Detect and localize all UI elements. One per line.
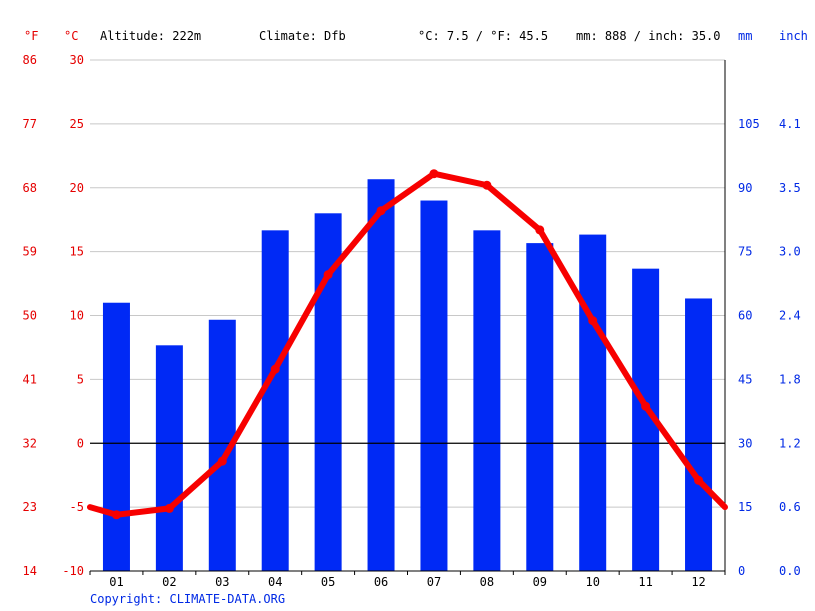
celsius-tick-label: 0 <box>77 436 84 450</box>
month-label: 04 <box>268 575 282 589</box>
precipitation-bar <box>367 179 395 571</box>
celsius-tick-label: 30 <box>70 53 84 67</box>
inch-tick-label: 1.2 <box>779 436 801 450</box>
mm-tick-label: 45 <box>738 372 752 386</box>
precipitation-bars <box>102 179 713 572</box>
temperature-point <box>270 364 280 374</box>
month-label: 03 <box>215 575 229 589</box>
inch-tick-label: 2.4 <box>779 309 801 323</box>
temperature-point <box>429 169 439 179</box>
inch-tick-label: 0.0 <box>779 564 801 578</box>
temperature-point <box>164 503 174 513</box>
annual-precipitation-label: mm: 888 / inch: 35.0 <box>576 29 721 43</box>
celsius-tick-label: 10 <box>70 309 84 323</box>
fahrenheit-tick-label: 41 <box>23 372 37 386</box>
month-label: 05 <box>321 575 335 589</box>
precipitation-bar <box>473 230 501 572</box>
mm-tick-label: 15 <box>738 500 752 514</box>
climate-label: Climate: Dfb <box>259 29 346 43</box>
month-label: 08 <box>480 575 494 589</box>
mm-tick-label: 105 <box>738 117 760 131</box>
fahrenheit-tick-label: 23 <box>23 500 37 514</box>
fahrenheit-unit-label: °F <box>24 29 38 43</box>
temperature-point <box>376 206 386 216</box>
inch-tick-label: 3.0 <box>779 245 801 259</box>
precipitation-bar <box>526 243 554 571</box>
temperature-point <box>217 456 227 466</box>
month-label: 01 <box>109 575 123 589</box>
fahrenheit-tick-label: 59 <box>23 245 37 259</box>
month-label: 11 <box>638 575 652 589</box>
precipitation-bar <box>102 302 130 571</box>
altitude-label: Altitude: 222m <box>100 29 201 43</box>
celsius-tick-label: 25 <box>70 117 84 131</box>
mm-tick-label: 90 <box>738 181 752 195</box>
mm-tick-label: 0 <box>738 564 745 578</box>
temperature-line <box>87 170 728 518</box>
celsius-tick-label: -5 <box>70 500 84 514</box>
temperature-point <box>588 316 598 326</box>
month-label: 02 <box>162 575 176 589</box>
temperature-line-layer <box>87 169 728 520</box>
fahrenheit-tick-label: 68 <box>23 181 37 195</box>
month-label: 07 <box>427 575 441 589</box>
fahrenheit-tick-label: 32 <box>23 436 37 450</box>
celsius-tick-label: -10 <box>62 564 84 578</box>
fahrenheit-tick-label: 86 <box>23 53 37 67</box>
fahrenheit-tick-label: 14 <box>23 564 37 578</box>
temperature-point <box>641 401 651 411</box>
inch-tick-label: 3.5 <box>779 181 801 195</box>
mm-tick-label: 30 <box>738 436 752 450</box>
copyright-text: Copyright: CLIMATE-DATA.ORG <box>90 592 285 606</box>
celsius-tick-label: 20 <box>70 181 84 195</box>
temperature-point <box>111 510 121 520</box>
temperature-point <box>694 475 704 485</box>
mm-tick-label: 75 <box>738 245 752 259</box>
x-axis-ticks <box>89 571 726 575</box>
inch-tick-label: 4.1 <box>779 117 801 131</box>
precipitation-bar <box>155 345 183 571</box>
celsius-tick-label: 5 <box>77 372 84 386</box>
month-label: 06 <box>374 575 388 589</box>
average-temperature-label: °C: 7.5 / °F: 45.5 <box>418 29 548 43</box>
month-label: 12 <box>691 575 705 589</box>
precipitation-bar <box>685 298 713 571</box>
inch-tick-label: 0.6 <box>779 500 801 514</box>
month-label: 09 <box>533 575 547 589</box>
inch-unit-label: inch <box>779 29 808 43</box>
temperature-point <box>535 225 545 235</box>
fahrenheit-tick-label: 77 <box>23 117 37 131</box>
celsius-tick-label: 15 <box>70 245 84 259</box>
precipitation-bar <box>420 200 448 571</box>
precipitation-bar <box>261 230 289 572</box>
precipitation-bar <box>579 234 607 571</box>
gridlines <box>90 59 725 508</box>
mm-unit-label: mm <box>738 29 752 43</box>
temperature-point <box>323 270 333 280</box>
mm-tick-label: 60 <box>738 309 752 323</box>
fahrenheit-tick-label: 50 <box>23 309 37 323</box>
month-label: 10 <box>585 575 599 589</box>
inch-tick-label: 1.8 <box>779 372 801 386</box>
temperature-point <box>482 180 492 190</box>
celsius-unit-label: °C <box>64 29 78 43</box>
